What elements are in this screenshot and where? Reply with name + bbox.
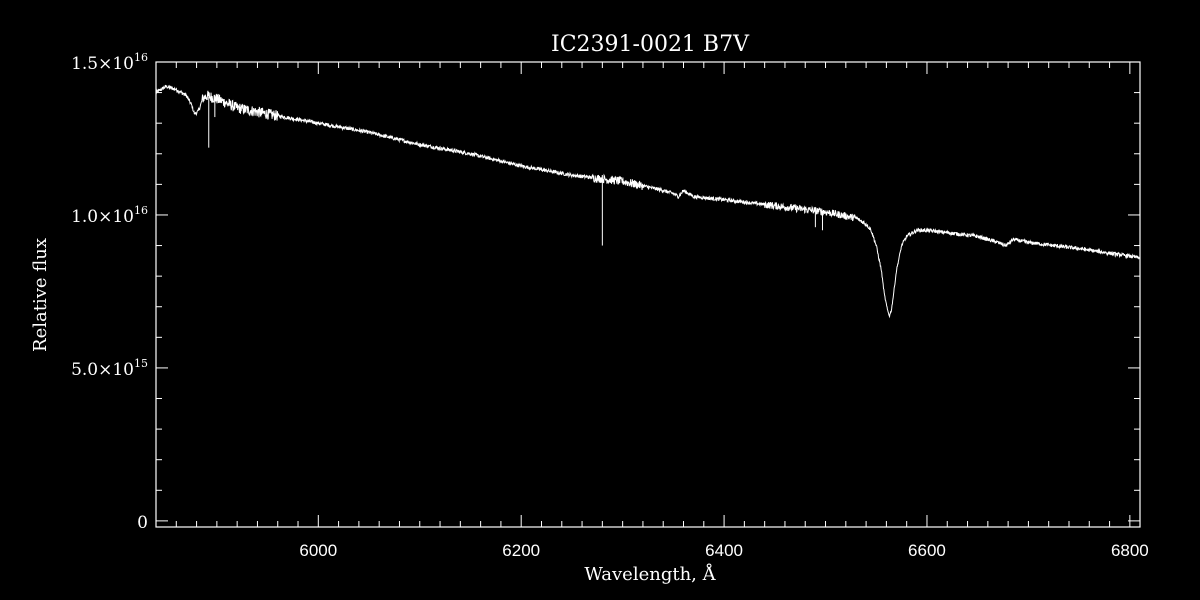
axis-ticks: [155, 61, 1140, 527]
x-axis-label: Wavelength, Å: [584, 563, 716, 585]
x-tick-label: 6000: [299, 541, 337, 560]
x-tick-label: 6400: [705, 541, 743, 560]
x-tick-label: 6200: [502, 541, 540, 560]
chart-title: IC2391-0021 B7V: [551, 32, 750, 57]
y-tick-label: 0: [137, 513, 148, 533]
y-tick-label: 5.0×1015: [71, 357, 148, 380]
spectrum-series: [155, 84, 1141, 319]
x-tick-label: 6800: [1111, 541, 1149, 560]
tick-labels: 6000 6200 6400 6600 6800 0 5.0×1015 1.0×1016 1.5…: [71, 51, 1149, 560]
y-axis-label: Relative flux: [30, 238, 51, 352]
spectrum-line: [155, 84, 1141, 319]
plot-frame: [155, 61, 1141, 528]
y-tick-label: 1.0×1016: [71, 204, 148, 227]
x-tick-label: 6600: [908, 541, 946, 560]
y-tick-label: 1.5×1016: [71, 51, 148, 74]
